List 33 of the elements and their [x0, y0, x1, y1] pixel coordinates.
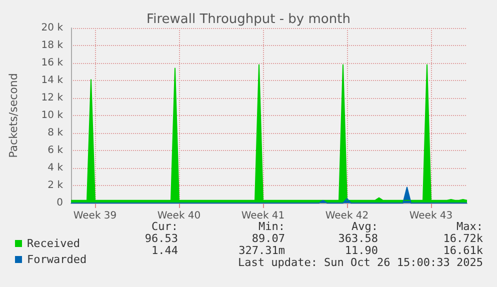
x-tick-label: Week 41 [241, 210, 285, 222]
y-tick-label: 20 k [41, 22, 64, 34]
chart-title: Firewall Throughput - by month [146, 12, 350, 27]
text: 327.31m [238, 244, 286, 257]
text: 16.61k [443, 244, 484, 257]
text: Min: [258, 220, 286, 233]
text: Avg: [352, 220, 378, 233]
text: 96.53 [144, 232, 178, 245]
x-tick-label: Week 43 [409, 210, 453, 222]
y-tick-label: 12 k [41, 92, 64, 104]
y-tick-label: 6 k [48, 145, 64, 156]
legend-label: Received [27, 237, 80, 250]
y-tick-label: 10 k [41, 110, 64, 121]
y-tick-label: 14 k [41, 75, 64, 86]
text: 1.44 [152, 244, 178, 257]
text: 16.72k [443, 232, 484, 245]
y-tick-label: 0 [56, 198, 63, 208]
text: 89.07 [252, 232, 286, 245]
text: 363.58 [338, 232, 378, 245]
y-axis-title: Packets/second [7, 73, 20, 158]
y-tick-label: 16 k [41, 58, 64, 68]
y-tick-label: 18 k [41, 40, 64, 51]
x-tick-label: Week 40 [157, 210, 201, 222]
y-tick-label: 2 k [48, 180, 64, 191]
y-tick-label: 8 k [48, 128, 64, 138]
legend-label: Forwarded [27, 253, 87, 266]
text: Max: [456, 220, 484, 233]
y-tick-label: 4 k [48, 162, 64, 174]
text: Cur: [152, 220, 178, 233]
text: 11.90 [344, 244, 378, 257]
x-tick-label: Week 42 [325, 210, 369, 222]
x-tick-label: Week 39 [73, 210, 117, 222]
text: Last update: Sun Oct 26 15:00:33 2025 [238, 256, 484, 269]
